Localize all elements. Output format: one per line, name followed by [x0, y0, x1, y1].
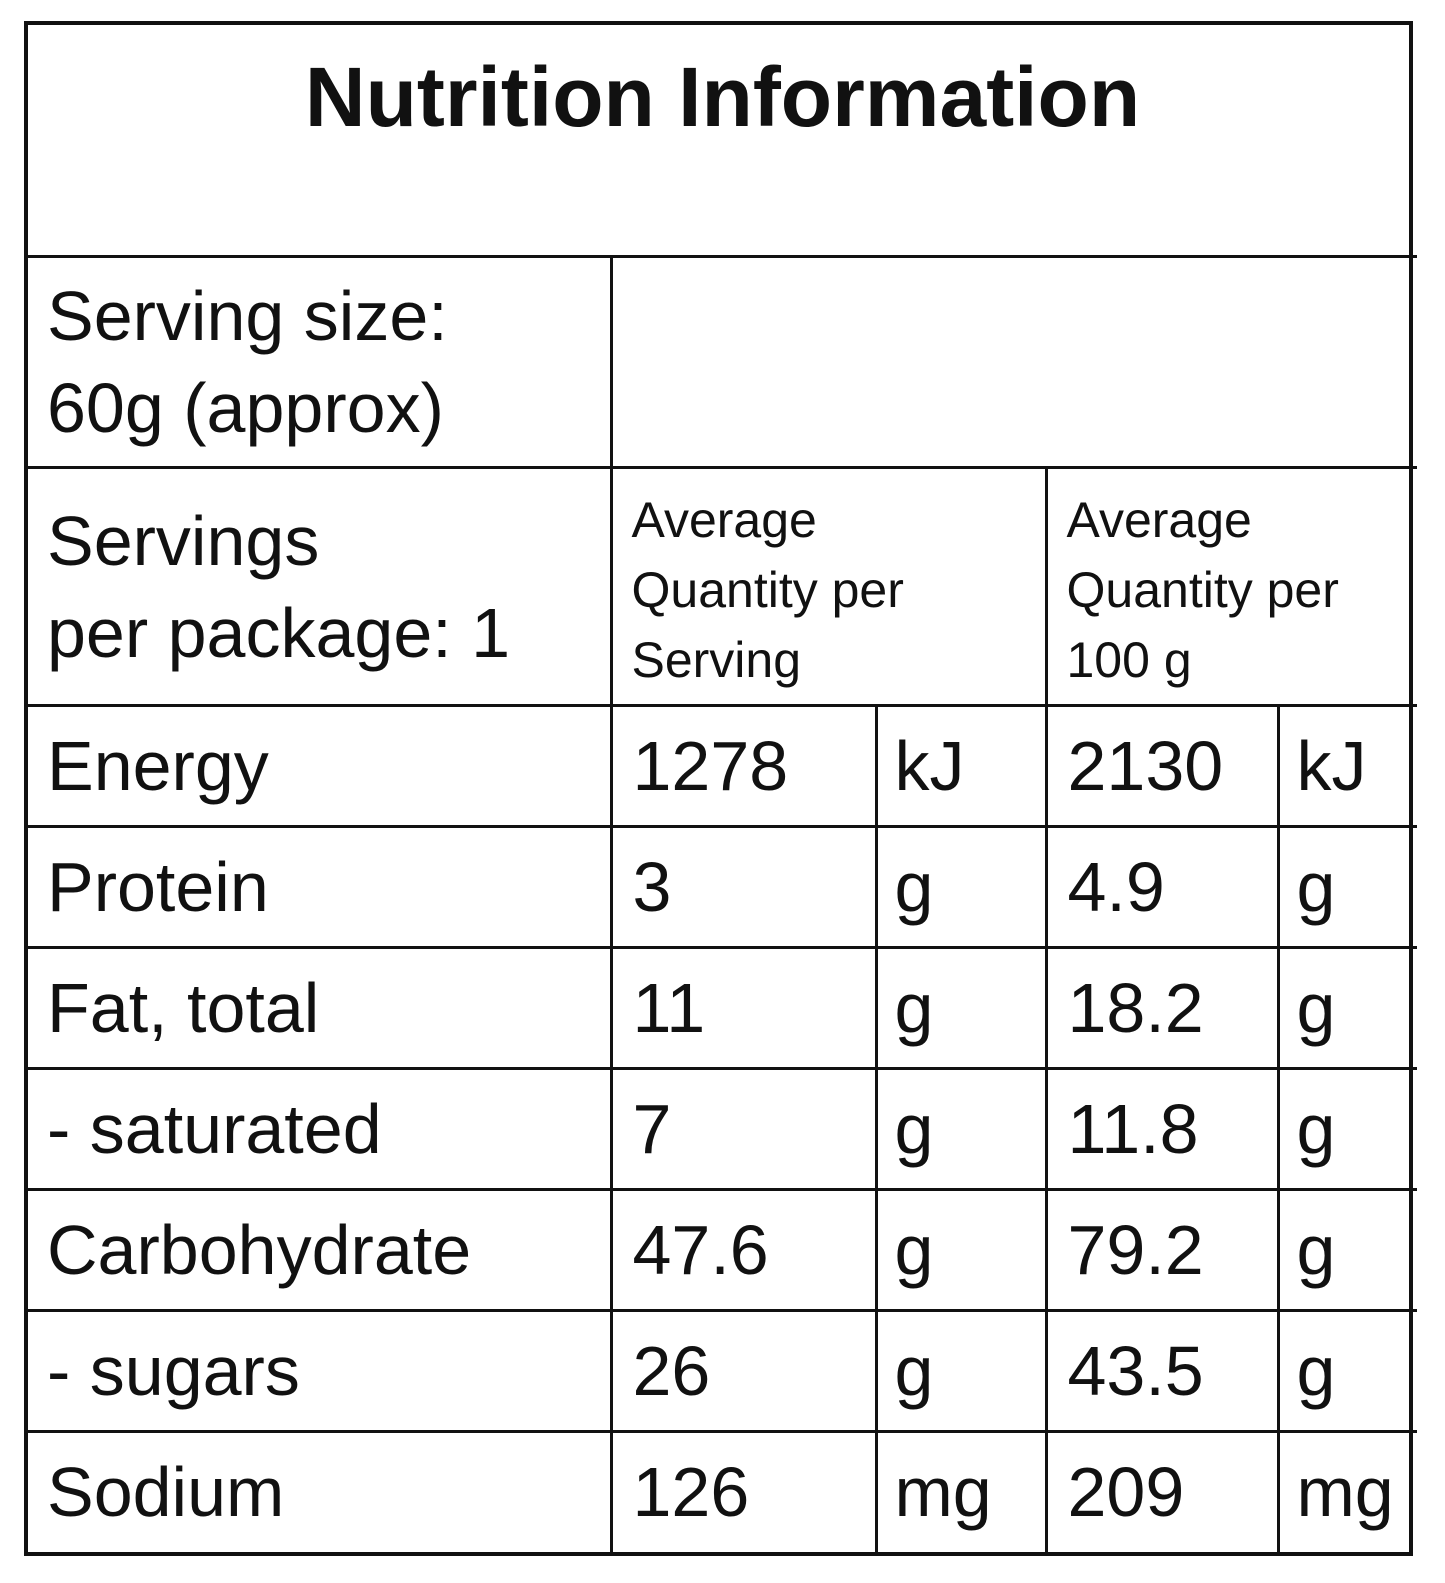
per-serving-unit: g: [874, 825, 1048, 950]
per-100g-value: 4.9: [1044, 825, 1280, 950]
nutrient-name: Carbohydrate: [28, 1187, 613, 1312]
per-serving-unit: kJ: [874, 704, 1048, 829]
servings-per-package-line-2: per package: 1: [47, 593, 511, 672]
per-serving-unit: g: [874, 1308, 1048, 1433]
serving-size-label: Serving size: 60g (approx): [28, 255, 613, 469]
per-serving-value: 11: [609, 946, 878, 1070]
column-header-row: Servings per package: 1 Average Quantity…: [28, 465, 1418, 708]
serving-size-row: Serving size: 60g (approx): [28, 255, 1418, 469]
servings-per-package-label: Servings per package: 1: [28, 465, 613, 708]
serving-size-line-1: Serving size:: [47, 276, 448, 355]
per-100g-unit: g: [1276, 825, 1418, 950]
nutrient-row-sodium: Sodium 126 mg 209 mg: [28, 1429, 1418, 1552]
nutrient-name: Fat, total: [28, 946, 613, 1070]
per-serving-unit: g: [874, 1066, 1048, 1191]
nutrient-name: Energy: [28, 704, 613, 829]
per-serving-header: Average Quantity per Serving: [609, 465, 1048, 708]
nutrient-name: Sodium: [28, 1429, 613, 1552]
per-100g-unit: g: [1276, 1187, 1418, 1312]
per-100g-unit: g: [1276, 946, 1418, 1070]
per-100g-value: 43.5: [1044, 1308, 1280, 1433]
nutrient-row-protein: Protein 3 g 4.9 g: [28, 825, 1418, 950]
nutrient-name: - sugars: [28, 1308, 613, 1433]
per-100g-value: 11.8: [1044, 1066, 1280, 1191]
per-100g-header: Average Quantity per 100 g: [1044, 465, 1418, 708]
per-100g-unit: g: [1276, 1066, 1418, 1191]
per-serving-unit: g: [874, 1187, 1048, 1312]
nutrient-row-carbohydrate: Carbohydrate 47.6 g 79.2 g: [28, 1187, 1418, 1312]
per-serving-unit: g: [874, 946, 1048, 1070]
servings-per-package-line-1: Servings: [47, 501, 320, 580]
per-100g-value: 18.2: [1044, 946, 1280, 1070]
serving-size-empty-cell: [609, 255, 1418, 469]
nutrition-table: Nutrition Information Serving size: 60g …: [28, 25, 1418, 1552]
nutrition-panel: Nutrition Information Serving size: 60g …: [24, 21, 1418, 1556]
per-100g-value: 79.2: [1044, 1187, 1280, 1312]
nutrient-row-saturated: - saturated 7 g 11.8 g: [28, 1066, 1418, 1191]
per-serving-value: 47.6: [609, 1187, 878, 1312]
per-100g-unit: mg: [1276, 1429, 1418, 1552]
serving-size-line-2: 60g (approx): [47, 368, 444, 447]
per-serving-unit: mg: [874, 1429, 1048, 1552]
per-100g-value: 209: [1044, 1429, 1280, 1552]
per-100g-unit: kJ: [1276, 704, 1418, 829]
nutrient-row-sugars: - sugars 26 g 43.5 g: [28, 1308, 1418, 1433]
nutrient-name: - saturated: [28, 1066, 613, 1191]
nutrient-row-energy: Energy 1278 kJ 2130 kJ: [28, 704, 1418, 829]
panel-title: Nutrition Information: [28, 25, 1418, 259]
per-serving-value: 7: [609, 1066, 878, 1191]
per-serving-value: 3: [609, 825, 878, 950]
per-100g-value: 2130: [1044, 704, 1280, 829]
per-serving-value: 26: [609, 1308, 878, 1433]
per-serving-value: 1278: [609, 704, 878, 829]
per-serving-value: 126: [609, 1429, 878, 1552]
nutrient-name: Protein: [28, 825, 613, 950]
per-100g-unit: g: [1276, 1308, 1418, 1433]
nutrient-row-fat-total: Fat, total 11 g 18.2 g: [28, 946, 1418, 1070]
title-row: Nutrition Information: [28, 25, 1418, 259]
